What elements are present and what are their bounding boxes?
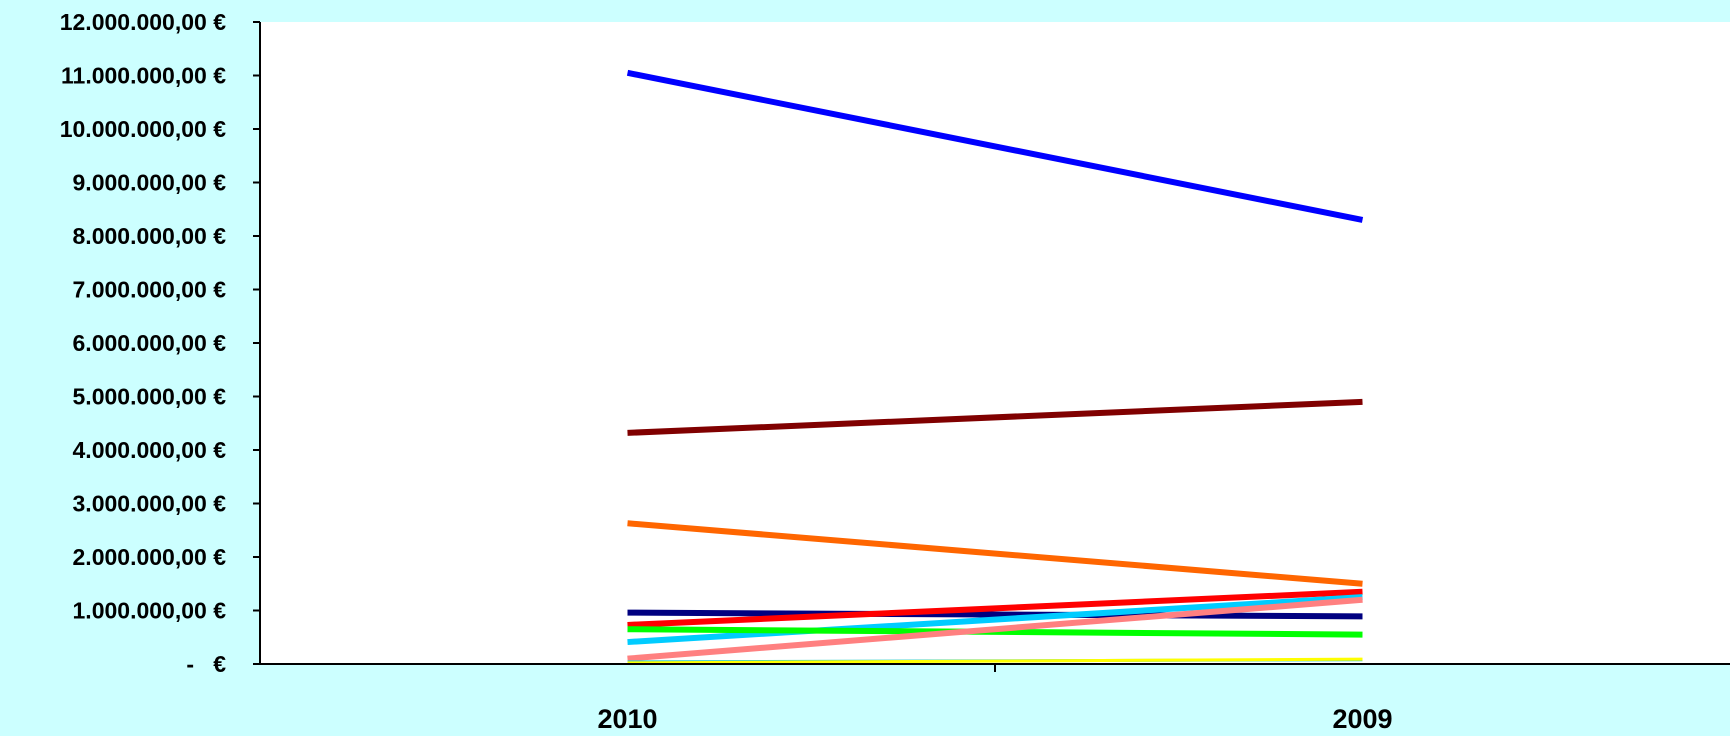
series-line-4 bbox=[627, 609, 1363, 620]
series-layer bbox=[626, 69, 1364, 665]
y-tick-label: 8.000.000,00 € bbox=[73, 223, 227, 249]
y-tick-label: 4.000.000,00 € bbox=[73, 437, 227, 463]
y-tick-label: - € bbox=[186, 651, 226, 677]
x-axis-ticks: 2010 2009 bbox=[597, 664, 1393, 734]
series-line-5 bbox=[627, 588, 1363, 628]
y-tick-label: 10.000.000,00 € bbox=[60, 116, 226, 142]
series-line-6 bbox=[627, 594, 1363, 646]
y-tick-label: 9.000.000,00 € bbox=[73, 170, 227, 196]
plot-area bbox=[259, 22, 1730, 664]
y-tick-label: 11.000.000,00 € bbox=[61, 63, 226, 89]
x-category-label: 2010 bbox=[597, 704, 657, 731]
x-category-label: 2009 bbox=[1332, 704, 1392, 731]
y-tick-label: 2.000.000,00 € bbox=[73, 544, 227, 570]
y-tick-label: 12.000.000,00 € bbox=[60, 9, 226, 35]
series-line-8 bbox=[627, 596, 1363, 662]
series-line-2 bbox=[627, 398, 1363, 436]
series-line-3 bbox=[627, 520, 1363, 587]
series-line-10 bbox=[627, 657, 1363, 665]
series-line-1 bbox=[626, 69, 1364, 223]
y-tick-label: 1.000.000,00 € bbox=[73, 598, 227, 624]
y-tick-label: 6.000.000,00 € bbox=[73, 330, 227, 356]
y-tick-label: 7.000.000,00 € bbox=[73, 277, 227, 303]
y-tick-label: 3.000.000,00 € bbox=[73, 491, 227, 517]
y-tick-label: 5.000.000,00 € bbox=[73, 384, 227, 410]
y-axis-ticks: - € 1.000.000,00 € 2.000.000,00 € 3.000.000… bbox=[60, 9, 260, 677]
